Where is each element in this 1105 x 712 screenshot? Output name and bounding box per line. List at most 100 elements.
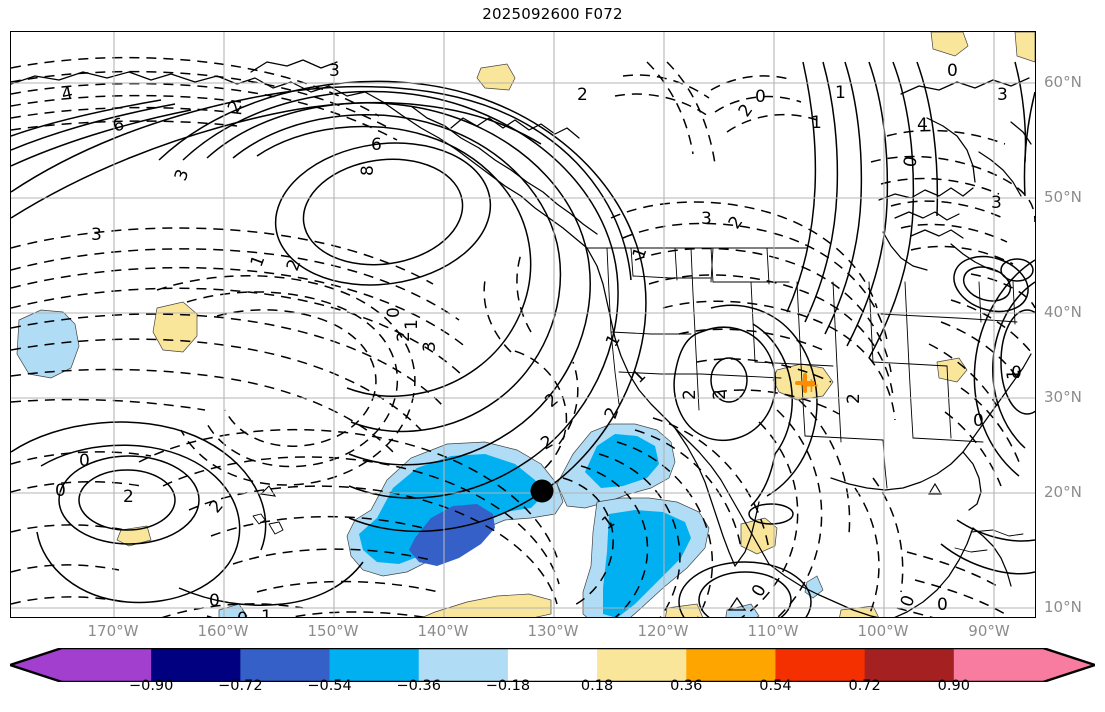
contour-label-3a: 3 — [171, 167, 193, 184]
tick-lat-10n: 10°N — [1044, 598, 1082, 616]
shaded-anomaly-layer — [16, 32, 1035, 617]
coastline-layer — [11, 59, 1032, 617]
colorbar-segment-8 — [775, 648, 866, 682]
tick-lon-100w: 100°W — [857, 622, 909, 640]
contour-label-0d: 0 — [973, 411, 984, 431]
colorbar-segment-9 — [864, 648, 955, 682]
tick-lon-160w: 160°W — [197, 622, 249, 640]
tick-lat-60n: 60°N — [1044, 73, 1082, 91]
map-canvas[interactable]: 4 6 6 8 3 2 1 2 0 1 2 3 3 3 2 2 2 — [11, 32, 1035, 617]
map-panel[interactable]: 4 6 6 8 3 2 1 2 0 1 2 3 3 3 2 2 2 — [10, 31, 1036, 618]
contour-label-0a: 0 — [384, 307, 404, 318]
contour-label-0f: 0 — [55, 481, 66, 501]
page-title: 2025092600 F072 — [482, 5, 623, 23]
tick-lon-90w: 90°W — [968, 622, 1010, 640]
contour-label-0e: 0 — [79, 451, 90, 471]
contour-label-3f: 3 — [701, 209, 712, 229]
colorbar-segment-6 — [597, 648, 687, 682]
colorbar-segment-0 — [62, 648, 152, 682]
tick-lat-30n: 30°N — [1044, 388, 1082, 406]
contour-label-2h: 2 — [725, 213, 748, 233]
shade-positive-alaska-coast — [476, 63, 516, 91]
contour-label-1c: 1 — [811, 113, 822, 133]
contour-label-0l: 0 — [1011, 363, 1022, 383]
colorbar-tick-label-0: −0.90 — [128, 678, 174, 694]
shade-positive-tropical-2 — [665, 603, 703, 617]
colorbar-segments — [10, 648, 1095, 682]
tick-lat-50n: 50°N — [1044, 188, 1082, 206]
contour-label-0g: 0 — [209, 591, 220, 611]
tick-lon-140w: 140°W — [417, 622, 469, 640]
contour-label-3b: 3 — [420, 341, 440, 352]
contour-label-8: 8 — [358, 165, 378, 176]
contour-label-2l: 2 — [601, 405, 623, 422]
shade-negative-small-baja — [804, 575, 824, 599]
contour-label-2d: 2 — [541, 390, 562, 412]
colorbar-tick-label-3: −0.36 — [396, 678, 441, 694]
contour-label-1d: 1 — [835, 83, 846, 103]
contour-label-6b: 6 — [371, 135, 382, 155]
tick-lon-170w: 170°W — [87, 622, 139, 640]
contour-label-1g: 1 — [628, 366, 650, 388]
shade-positive-central-pacific — [152, 301, 198, 353]
contour-label-0m: 0 — [947, 61, 958, 81]
contour-label-4a: 4 — [917, 115, 928, 135]
contour-label-4: 4 — [60, 83, 75, 105]
colorbar-tick-label-4: −0.18 — [485, 678, 531, 694]
colorbar-segment-4 — [418, 648, 509, 682]
tick-lon-120w: 120°W — [637, 622, 689, 640]
colorbar-segment-5 — [507, 648, 598, 682]
contour-label-0j: 0 — [897, 593, 919, 610]
contour-label-1i: 1 — [261, 607, 272, 617]
tick-lon-150w: 150°W — [307, 622, 359, 640]
colorbar-segment-3 — [329, 648, 420, 682]
contour-label-1b: 1 — [402, 319, 422, 330]
tick-lat-40n: 40°N — [1044, 303, 1082, 321]
contour-label-2c: 2 — [394, 331, 414, 342]
colorbar-tick-label-9: 0.90 — [937, 678, 970, 694]
shade-positive-se-us — [936, 357, 968, 383]
colorbar-extend-max — [1043, 648, 1095, 682]
contour-label-0b: 0 — [755, 87, 766, 107]
colorbar-tick-label-8: 0.72 — [848, 678, 881, 694]
contour-label-2j: 2 — [710, 389, 730, 400]
colorbar-tick-label-5: 0.18 — [580, 678, 614, 694]
contour-label-3e: 3 — [991, 193, 1002, 213]
colorbar-segment-10 — [953, 648, 1044, 682]
colorbar-segment-7 — [686, 648, 776, 682]
contour-label-2k: 2 — [844, 393, 864, 404]
contour-label-2f: 2 — [577, 85, 588, 105]
contour-label-0c: 0 — [900, 155, 922, 169]
colorbar-tick-label-6: 0.36 — [670, 678, 703, 694]
secondary-cross-marker[interactable] — [795, 373, 815, 393]
colorbar-tick-label-1: −0.72 — [218, 678, 263, 694]
marker-layer[interactable] — [530, 373, 815, 503]
shade-positive-ne-corner — [930, 32, 969, 57]
tick-lon-110w: 110°W — [747, 622, 799, 640]
colorbar-tick-label-7: 0.54 — [759, 678, 792, 694]
colorbar-segment-2 — [240, 648, 331, 682]
shade-positive-south-sliver — [422, 593, 552, 617]
gridline-layer — [11, 32, 1035, 617]
contour-label-3c: 3 — [329, 61, 340, 81]
tick-lon-130w: 130°W — [527, 622, 579, 640]
tick-lat-20n: 20°N — [1044, 483, 1082, 501]
colorbar[interactable]: −0.90 −0.72 −0.54 −0.36 −0.18 0.18 0.36 0.54 0.7… — [10, 648, 1095, 710]
shade-positive-top-edge-right — [1014, 32, 1035, 63]
colorbar-canvas[interactable] — [10, 648, 1095, 682]
colorbar-extend-min — [10, 648, 62, 682]
contour-label-1h: 1 — [1004, 369, 1024, 380]
contour-label-0k: 0 — [937, 595, 948, 615]
contour-label-2m: 2 — [123, 487, 134, 507]
contour-label-2i: 2 — [680, 389, 700, 400]
contour-label-0h: 0 — [237, 609, 248, 617]
storm-center-dot[interactable] — [530, 479, 554, 503]
colorbar-tick-label-2: −0.54 — [307, 678, 352, 694]
contour-label-3d: 3 — [91, 225, 102, 245]
contour-label-3g: 3 — [997, 85, 1008, 105]
contour-label-1a: 1 — [247, 253, 269, 270]
contour-label-0i: 0 — [748, 581, 771, 600]
contour-label-1e: 1 — [629, 245, 651, 262]
contour-label-2g: 2 — [735, 101, 758, 121]
